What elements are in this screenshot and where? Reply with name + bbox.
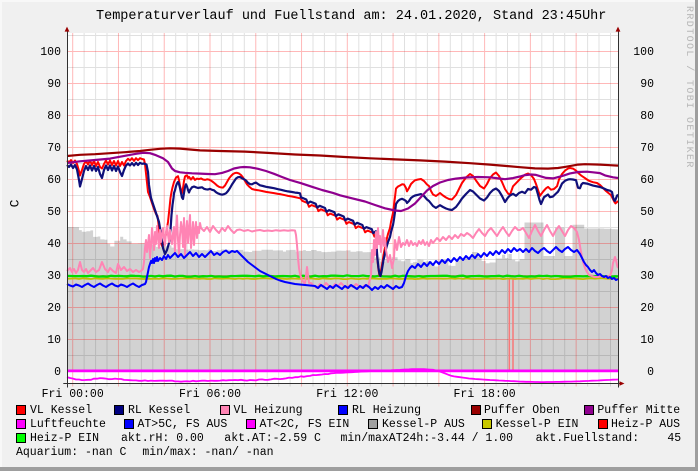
svg-text:30: 30 (47, 270, 61, 283)
svg-text:40: 40 (640, 238, 654, 251)
svg-text:50: 50 (640, 206, 654, 219)
svg-text:40: 40 (47, 238, 61, 251)
svg-text:60: 60 (47, 174, 61, 187)
svg-text:70: 70 (47, 142, 61, 155)
svg-text:80: 80 (640, 110, 654, 123)
svg-text:100: 100 (40, 46, 61, 59)
svg-text:100: 100 (633, 46, 654, 59)
svg-text:90: 90 (47, 78, 61, 91)
svg-text:0: 0 (54, 366, 61, 379)
svg-text:10: 10 (47, 334, 61, 347)
svg-text:20: 20 (47, 302, 61, 315)
svg-text:20: 20 (640, 302, 654, 315)
svg-text:0: 0 (647, 366, 654, 379)
svg-text:70: 70 (640, 142, 654, 155)
svg-text:80: 80 (47, 110, 61, 123)
svg-text:60: 60 (640, 174, 654, 187)
svg-text:50: 50 (47, 206, 61, 219)
svg-text:Fri 18:00: Fri 18:00 (454, 388, 516, 401)
svg-text:90: 90 (640, 78, 654, 91)
svg-text:Fri 06:00: Fri 06:00 (179, 388, 241, 401)
svg-text:Fri 12:00: Fri 12:00 (316, 388, 378, 401)
svg-text:Fri 00:00: Fri 00:00 (42, 388, 104, 401)
svg-text:10: 10 (640, 334, 654, 347)
svg-text:30: 30 (640, 270, 654, 283)
